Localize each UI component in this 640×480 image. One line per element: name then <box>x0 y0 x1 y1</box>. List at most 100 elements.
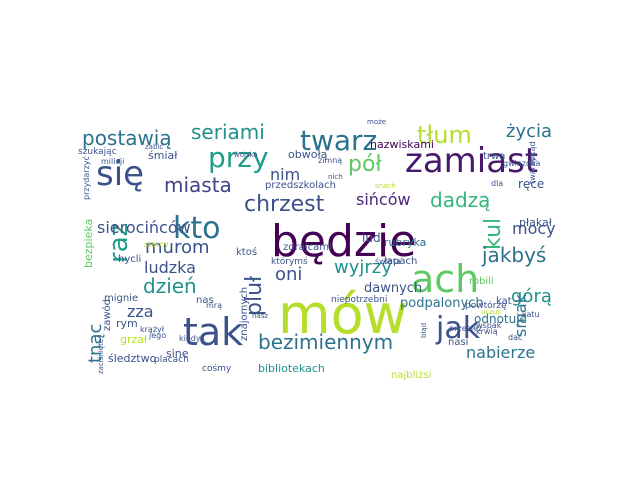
word-nasi: nasi <box>448 337 468 348</box>
word-bezimiennym: bezimiennym <box>258 330 393 354</box>
word-wyjrzy: wyjrzy <box>334 257 392 278</box>
word-grzal: grzał <box>120 333 148 346</box>
word-jakbys: jakbyś <box>481 243 546 267</box>
word-nabierze: nabierze <box>466 343 535 362</box>
word-twarz: twarz <box>300 124 377 157</box>
word-cosmy: cośmy <box>202 363 232 374</box>
word-rece: ręce <box>518 177 544 191</box>
word-placach: placach <box>154 355 189 365</box>
word-sincow: sińców <box>356 190 411 209</box>
word-kto: kto <box>173 211 221 246</box>
word-milicji: milicji <box>101 157 124 166</box>
word-mra: mrą <box>206 301 222 310</box>
word-nazwiskami: nazwiskami <box>370 138 434 151</box>
word-ludzka: ludzka <box>144 258 196 277</box>
word-rym: rym <box>116 317 138 330</box>
word-cloud-background <box>81 115 577 365</box>
word-postawia: postawią <box>82 126 172 150</box>
word-blad: błąd <box>420 323 428 338</box>
word-obwola: obwołą <box>288 148 328 161</box>
word-lud: lud <box>362 231 381 245</box>
word-kul: kul <box>481 218 506 250</box>
word-przydarzyc: przydarzyć <box>81 156 91 200</box>
word-mocy: mocy <box>512 219 556 238</box>
word-przedszkolach: przedszkolach <box>265 180 336 191</box>
word-szukajac: szukając <box>78 147 117 157</box>
word-robili: robili <box>469 276 494 287</box>
word-zamiast: zamiast <box>405 141 538 181</box>
word-pol: pół <box>348 152 382 177</box>
word-bezpieka: bezpieka <box>82 219 95 268</box>
word-plul: pluł <box>242 275 267 316</box>
word-przy: przy <box>208 141 269 174</box>
word-gwiazdka: gwiazdka <box>503 159 541 168</box>
word-niepotrzebni: niepotrzebni <box>331 295 387 305</box>
word-bibliotekach: bibliotekach <box>258 362 325 375</box>
word-kiedys: kiedyś <box>179 333 205 343</box>
word-zimna: zimną <box>318 156 342 165</box>
word-kat: kat <box>496 296 512 307</box>
word-wojsko: wojsko <box>234 151 258 159</box>
word-moze: może <box>367 118 386 126</box>
word-oni: oni <box>275 264 302 285</box>
word-tak: tak <box>183 310 243 354</box>
word-tnac: tnąc <box>85 324 106 363</box>
word-hycli: hycli <box>118 254 141 265</box>
word-sierocincow: sierocińców <box>97 218 191 237</box>
word-zdrajcami: zdrajcami <box>283 242 332 253</box>
word-ktoryms: którymś <box>271 256 308 267</box>
word-podpalonych: podpalonych <box>400 296 484 311</box>
word-ktos: ktoś <box>236 246 257 258</box>
word-dawnych: dawnych <box>364 281 422 296</box>
word-starcy: starcy <box>144 240 169 249</box>
word-raz: raz <box>104 223 134 263</box>
word-nim: nim <box>270 165 300 184</box>
word-zza: zza <box>127 302 154 321</box>
word-mow: mów <box>278 283 408 346</box>
word-ach: ach <box>411 257 479 301</box>
word-zawod: zawód <box>101 299 113 331</box>
word-przeciez: przeciez <box>449 324 482 333</box>
word-lapach: łapach <box>384 256 417 267</box>
word-wspak: wspak <box>476 321 502 330</box>
word-uczuc: uczuć <box>481 308 501 316</box>
word-nasz: nasz <box>252 312 268 320</box>
word-smak: smak <box>511 293 530 337</box>
word-rubryka: rubryka <box>384 236 426 249</box>
word-sine: sine <box>166 347 189 360</box>
word-murom: murom <box>145 237 210 258</box>
word-plakal: płakał <box>519 216 553 229</box>
word-katu: katu <box>522 310 540 319</box>
word-smial: śmiał <box>148 149 178 162</box>
word-bedzie: będzie <box>271 216 416 267</box>
word-zabic: zabić <box>145 143 163 151</box>
word-dzien: dzień <box>143 274 197 298</box>
word-sie: się <box>96 154 144 194</box>
word-dadza: dadzą <box>430 188 490 212</box>
word-jego: jego <box>148 331 166 340</box>
word-dla: dla <box>491 179 503 188</box>
word-najblizsi: najbliżsi <box>391 370 431 381</box>
word-nich: nich <box>328 173 343 181</box>
word-powtorze: powtórzę <box>465 300 507 311</box>
word-trwa: trwa <box>483 151 505 162</box>
word-seriami: seriami <box>191 120 265 144</box>
word-zacisniete: zaciśnięte <box>97 339 105 374</box>
word-gora: górą <box>511 286 552 307</box>
word-miasta: miasta <box>164 173 232 197</box>
word-twarzy: twarzy <box>528 157 537 184</box>
word-nas: nas <box>196 295 214 306</box>
word-tlum: tłum <box>417 121 472 149</box>
word-krazyl: krążył <box>140 325 165 334</box>
word-sledztwo: śledztwo <box>108 352 157 365</box>
word-jak: jak <box>435 311 481 346</box>
word-znajomych: znajomych <box>239 287 250 341</box>
word-snach: snach <box>375 182 396 190</box>
word-krwia: krwią <box>476 327 498 336</box>
word-swiata: świata <box>375 256 401 266</box>
word-zycia: życia <box>506 121 552 142</box>
word-dokad: dokąd <box>528 141 537 166</box>
word-mignie: mignie <box>104 293 138 304</box>
word-chrzest: chrzest <box>244 192 325 217</box>
